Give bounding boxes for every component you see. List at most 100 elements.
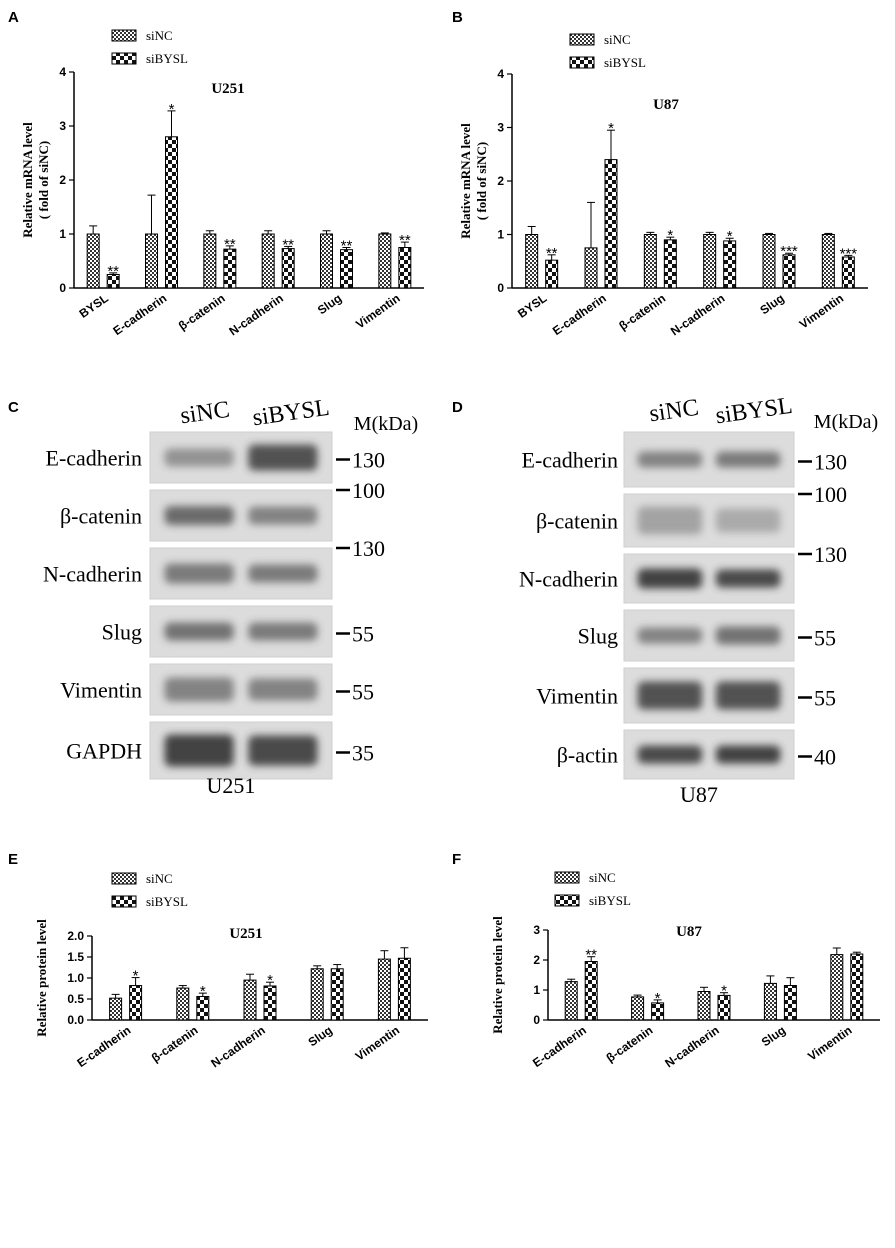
blot-row-label: β-catenin <box>536 509 618 534</box>
x-tick-label: BYSL <box>77 291 111 321</box>
bar <box>830 954 844 1021</box>
y-tick-label: 2.0 <box>67 929 84 943</box>
x-tick-label: E-cadherin <box>550 291 609 338</box>
bar <box>564 981 578 1021</box>
chart-panel-e: E 0.0 0.5 1.0 1.5 2.0 Relative protein level U2… <box>8 851 428 1070</box>
y-axis-label: Relative protein level <box>34 919 49 1037</box>
protein-band <box>637 745 703 764</box>
cell-line-label: U87 <box>680 782 718 807</box>
marker-header: M(kDa) <box>814 411 878 433</box>
y-tick-label: 1.0 <box>67 971 84 985</box>
significance-marker: * <box>727 228 733 245</box>
bar <box>821 234 835 289</box>
protein-band <box>715 508 781 533</box>
bar <box>525 234 539 289</box>
panel-letter: C <box>8 399 19 416</box>
x-tick-label: Vimentin <box>805 1023 854 1063</box>
panel-letter: E <box>8 851 18 868</box>
panel-letter: D <box>452 399 463 416</box>
x-tick-label: E-cadherin <box>110 291 169 338</box>
significance-marker: * <box>721 983 727 1000</box>
x-tick-label: Vimentin <box>353 291 402 331</box>
bar <box>176 987 190 1021</box>
lane-label: siBYSL <box>714 393 794 430</box>
bar <box>165 136 178 289</box>
x-tick-label: N-cadherin <box>668 291 727 338</box>
y-tick-label: 1.5 <box>67 950 84 964</box>
protein-band <box>164 506 234 525</box>
x-tick-label: E-cadherin <box>530 1023 589 1070</box>
bar <box>697 991 711 1021</box>
significance-marker: ** <box>224 236 236 253</box>
x-tick-label: Slug <box>757 291 786 317</box>
bar <box>377 958 391 1021</box>
protein-band <box>248 564 318 583</box>
significance-marker: * <box>608 120 614 137</box>
x-tick-label: N-cadherin <box>227 291 286 338</box>
y-tick-label: 3 <box>533 923 540 937</box>
bar <box>663 239 677 289</box>
legend-label: siNC <box>589 870 616 885</box>
bar <box>263 985 277 1021</box>
marker-label: 130 <box>352 536 385 561</box>
bar <box>145 233 158 289</box>
protein-band <box>637 627 703 644</box>
protein-band <box>715 626 781 645</box>
marker-label: 100 <box>352 478 385 503</box>
legend-label: siBYSL <box>604 55 646 70</box>
chart-title: U251 <box>211 81 244 97</box>
panel-letter: A <box>8 9 19 26</box>
legend-label: siBYSL <box>146 51 188 66</box>
protein-band <box>248 678 318 701</box>
bar <box>545 259 559 289</box>
blot-row-label: Vimentin <box>60 678 142 703</box>
bar <box>261 233 275 289</box>
y-tick-label: 0 <box>497 281 504 295</box>
marker-label: 55 <box>814 686 836 711</box>
marker-label: 100 <box>814 482 847 507</box>
blot-row-label: N-cadherin <box>43 562 142 587</box>
protein-band <box>164 448 234 467</box>
significance-marker: ** <box>546 245 558 262</box>
bar <box>310 968 324 1021</box>
marker-label: 130 <box>352 448 385 473</box>
y-tick-label: 1 <box>59 227 66 241</box>
y-tick-label: 4 <box>59 65 66 79</box>
protein-band <box>248 735 318 766</box>
bar <box>643 234 657 289</box>
bar <box>129 985 143 1021</box>
y-tick-label: 1 <box>533 983 540 997</box>
y-tick-label: 2 <box>533 953 540 967</box>
protein-band <box>164 563 234 584</box>
legend-label: siNC <box>146 871 173 886</box>
y-tick-label: 0.0 <box>67 1013 84 1027</box>
x-tick-label: Slug <box>315 291 344 317</box>
significance-marker: * <box>169 101 175 118</box>
y-axis-label-2: ( fold of siNC) <box>474 142 489 220</box>
marker-label: 55 <box>352 680 374 705</box>
legend-label: siBYSL <box>146 894 188 909</box>
marker-label: 130 <box>814 450 847 475</box>
lane-label: siNC <box>648 395 700 428</box>
legend-swatch <box>554 894 580 907</box>
significance-marker: ** <box>107 263 119 280</box>
marker-header: M(kDa) <box>354 413 418 435</box>
bar <box>320 233 333 289</box>
legend-swatch <box>111 52 137 65</box>
x-tick-label: Vimentin <box>797 291 846 331</box>
significance-marker: * <box>200 983 206 1000</box>
bar <box>850 953 864 1021</box>
blot-row-label: Vimentin <box>536 684 618 709</box>
bar <box>243 979 257 1021</box>
bar <box>584 961 598 1021</box>
x-tick-label: N-cadherin <box>662 1023 721 1070</box>
significance-marker: ** <box>585 947 597 964</box>
significance-marker: * <box>267 972 273 989</box>
blot-row-label: Slug <box>102 620 142 645</box>
legend-swatch <box>569 56 595 69</box>
y-tick-label: 3 <box>497 121 504 135</box>
bar <box>86 233 100 289</box>
bar <box>398 247 412 289</box>
